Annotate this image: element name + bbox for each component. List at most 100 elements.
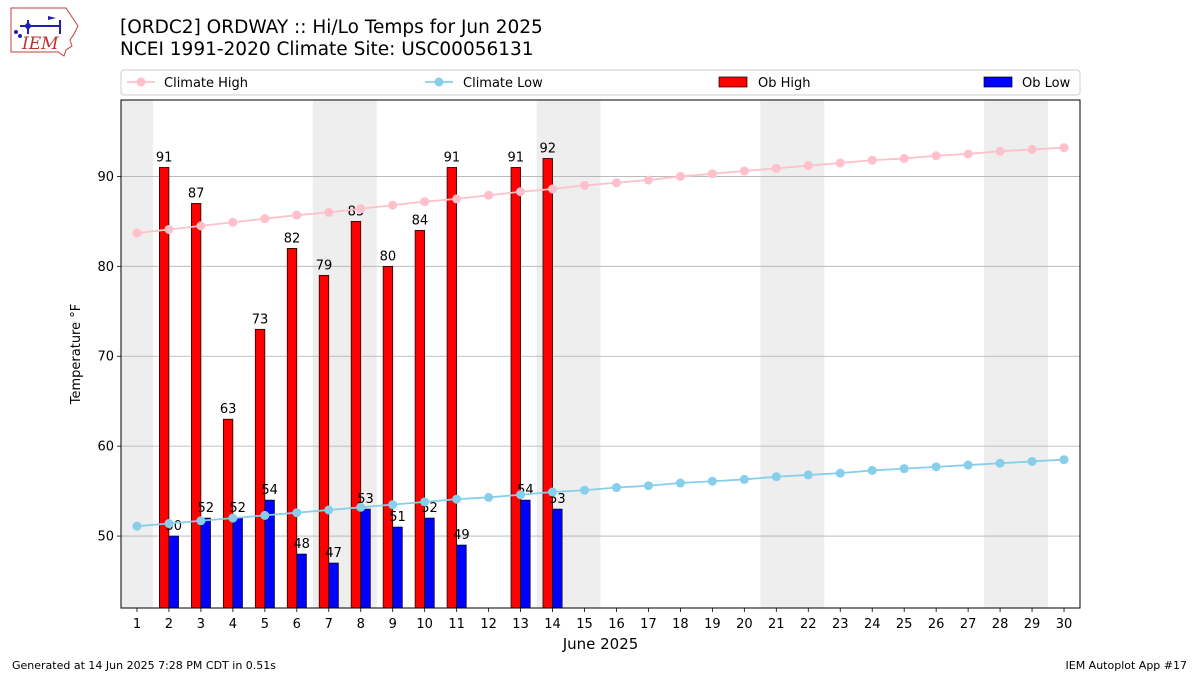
ob-high-label: 92 <box>539 141 556 156</box>
climate-high-point <box>324 207 334 217</box>
climate-high-point <box>867 155 877 165</box>
climate-high-point <box>228 217 238 227</box>
legend-climate-low-marker <box>434 77 444 87</box>
climate-high-point <box>388 200 398 210</box>
climate-low-point <box>196 516 206 526</box>
iem-logo: IEM <box>10 7 79 57</box>
ob-low-bar <box>552 508 563 609</box>
legend-climate-high-label: Climate High <box>164 76 248 91</box>
climate-low-point <box>867 465 877 475</box>
climate-high-point <box>580 180 590 190</box>
ob-high-bar <box>382 265 394 609</box>
ob-low-bar <box>296 553 307 609</box>
iowa-outline-icon <box>10 7 79 57</box>
ob-low-label: 47 <box>325 546 342 561</box>
ob-low-bar <box>456 544 467 609</box>
weather-station-icon <box>14 16 61 38</box>
ob-low-bar <box>168 535 179 609</box>
climate-low-point <box>228 513 238 523</box>
ob-high-label: 91 <box>444 150 461 165</box>
ob-high-label: 73 <box>252 312 269 327</box>
climate-low-point <box>452 494 462 504</box>
plot-frame <box>120 99 1081 609</box>
x-tick-label: 22 <box>800 617 817 632</box>
x-tick-label: 9 <box>389 617 397 632</box>
climate-high-point <box>803 161 813 171</box>
climate-low-point <box>643 481 653 491</box>
climate-low-point <box>899 464 909 474</box>
legend-climate-low-label: Climate Low <box>463 76 543 91</box>
climate-low-point <box>260 510 270 520</box>
climate-high-line <box>136 146 1065 234</box>
climate-low-point <box>164 518 174 528</box>
x-tick-label: 2 <box>165 617 173 632</box>
climate-high-point <box>963 149 973 159</box>
climate-high-point <box>292 210 302 220</box>
x-tick-label: 3 <box>197 617 205 632</box>
climate-low-point <box>995 458 1005 468</box>
climate-low-point <box>1059 455 1069 465</box>
climate-high-point <box>643 175 653 185</box>
x-tick-label: 23 <box>832 617 849 632</box>
climate-high-point <box>931 151 941 161</box>
climate-low-point <box>963 460 973 470</box>
ob-high-bar <box>542 158 553 609</box>
x-tick-label: 17 <box>640 617 657 632</box>
y-tick-label: 80 <box>97 260 114 275</box>
climate-low-point <box>803 470 813 480</box>
legend-ob-high-label: Ob High <box>758 76 811 91</box>
logo-text: IEM <box>21 34 59 54</box>
climate-high-point <box>420 197 430 207</box>
y-tick-label: 60 <box>97 440 114 455</box>
ob-low-label: 54 <box>261 483 278 498</box>
climate-low-point <box>516 490 526 500</box>
climate-low-point <box>1027 456 1037 466</box>
x-tick-label: 21 <box>768 617 785 632</box>
climate-high-point <box>1059 143 1069 153</box>
ob-low-label: 51 <box>389 510 406 525</box>
ob-high-bar <box>254 328 266 609</box>
footer-generated: Generated at 14 Jun 2025 7:28 PM CDT in … <box>12 659 277 672</box>
climate-low-point <box>388 500 398 510</box>
ob-high-label: 87 <box>188 186 205 201</box>
ob-low-bar <box>328 562 339 609</box>
climate-high-point <box>835 158 845 168</box>
climate-high-point <box>196 221 206 231</box>
climate-low-point <box>132 521 142 531</box>
climate-high-point <box>356 204 366 214</box>
chart-subtitle: NCEI 1991-2020 Climate Site: USC00056131 <box>120 39 534 60</box>
climate-low-point <box>707 476 717 486</box>
ob-high-label: 91 <box>508 150 525 165</box>
climate-high-point <box>707 169 717 179</box>
x-tick-label: 29 <box>1024 617 1041 632</box>
ob-low-bar <box>232 517 243 609</box>
climate-low-point <box>292 508 302 518</box>
climate-high-point <box>739 166 749 176</box>
ob-high-label: 79 <box>316 258 333 273</box>
legend-ob-low-swatch <box>983 76 1013 88</box>
ob-low-label: 52 <box>229 501 246 516</box>
legend-climate-high-marker <box>136 77 146 87</box>
x-tick-label: 1 <box>133 617 141 632</box>
ob-low-bar <box>520 499 531 609</box>
x-tick-label: 13 <box>512 617 529 632</box>
y-tick-label: 50 <box>97 530 114 545</box>
ob-low-bar <box>392 526 403 609</box>
climate-low-point <box>771 472 781 482</box>
ob-low-label: 49 <box>453 528 470 543</box>
climate-low-point <box>835 468 845 478</box>
weekend-shade <box>984 100 1049 608</box>
x-tick-label: 12 <box>480 617 497 632</box>
ob-high-bar <box>350 221 362 609</box>
climate-high-point <box>771 163 781 173</box>
climate-high-point <box>132 228 142 238</box>
climate-low-point <box>420 497 430 507</box>
x-tick-label: 4 <box>229 617 237 632</box>
climate-high-point <box>611 178 621 188</box>
y-tick-label: 70 <box>97 350 114 365</box>
x-tick-label: 28 <box>992 617 1009 632</box>
ob-high-bar <box>286 248 298 609</box>
climate-low-point <box>548 487 558 497</box>
climate-low-point <box>931 462 941 472</box>
legend-ob-high-swatch <box>718 76 748 88</box>
